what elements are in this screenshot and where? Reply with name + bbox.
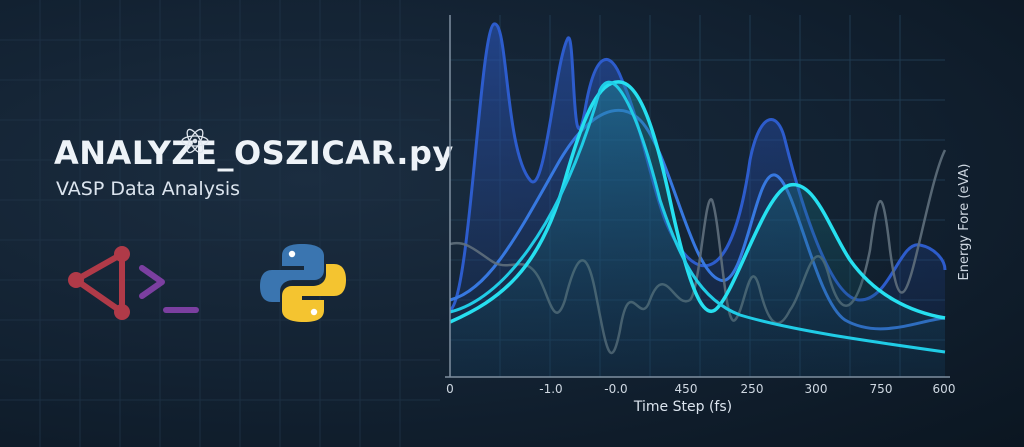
x-tick-label: -1.0: [539, 382, 562, 396]
page-title: ANALYZE_OSZICAR.py: [54, 134, 454, 172]
x-tick-label: 600: [933, 382, 956, 396]
series-cyan-decay-line: [449, 80, 946, 354]
x-tick-label: 300: [805, 382, 828, 396]
terminal-share-icon: [68, 246, 199, 320]
y-axis-label: Energy Fore (eVA): [957, 164, 972, 281]
x-tick-label: 250: [741, 382, 764, 396]
x-tick-label: -0.0: [604, 382, 627, 396]
x-axis-label: Time Step (fs): [633, 399, 732, 415]
x-tick-label: 750: [870, 382, 893, 396]
python-logo-icon: [260, 244, 346, 322]
x-tick-label: 450: [675, 382, 698, 396]
atom-icon: [181, 128, 209, 154]
page-subtitle: VASP Data Analysis: [56, 178, 241, 200]
x-tick-labels: 0 -1.0 -0.0 450 250 300 750 600: [446, 382, 955, 396]
x-tick-label: 0: [446, 382, 454, 396]
